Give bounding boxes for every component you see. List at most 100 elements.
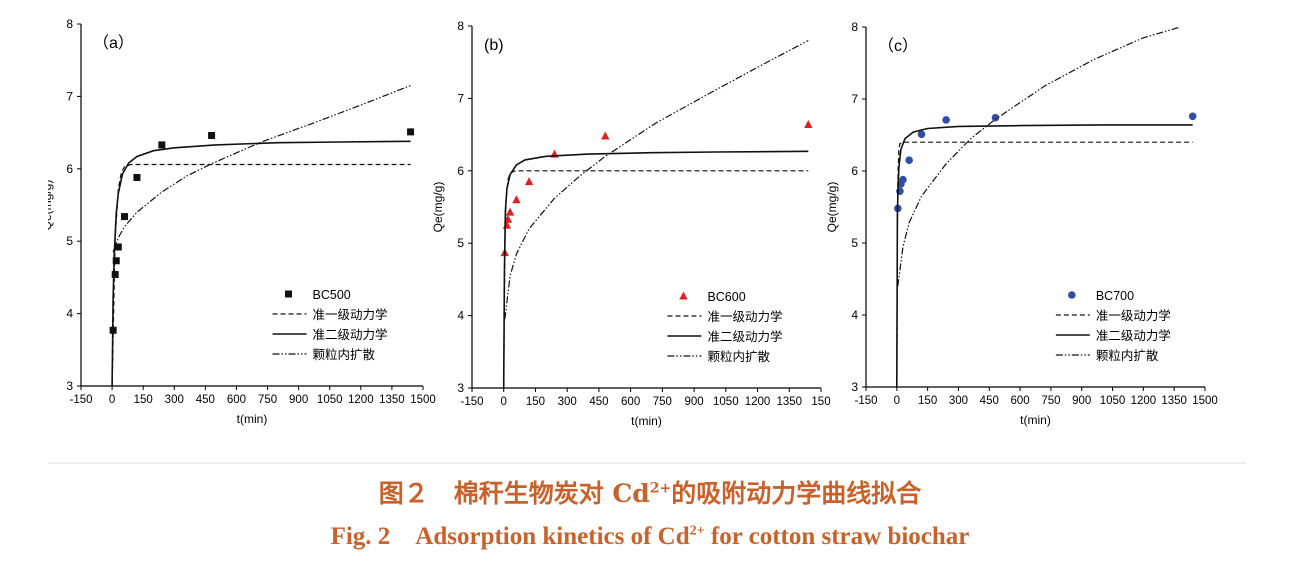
data-point bbox=[158, 141, 166, 149]
legend-label: 颗粒内扩散 bbox=[313, 347, 376, 362]
y-axis-label: Qe(mg/g) bbox=[48, 180, 54, 231]
x-tick-label: -150 bbox=[69, 394, 92, 406]
fit-line bbox=[897, 26, 1181, 287]
x-tick-label: 750 bbox=[258, 394, 277, 406]
x-tick-label: 450 bbox=[589, 396, 608, 408]
x-tick-label: 1050 bbox=[317, 394, 343, 406]
data-point bbox=[804, 119, 813, 128]
y-tick-label: 7 bbox=[851, 92, 858, 106]
y-tick-label: 8 bbox=[851, 20, 858, 34]
x-tick-label: 150 bbox=[811, 396, 830, 408]
x-tick-label: 1050 bbox=[713, 396, 739, 408]
caption-cn-prefix: 图２ 棉秆生物炭对 Cd bbox=[378, 479, 650, 508]
y-tick-label: 8 bbox=[66, 17, 73, 31]
x-tick-label: 600 bbox=[621, 396, 640, 408]
x-tick-label: 750 bbox=[653, 396, 672, 408]
panel-b: -150 0 150 300 450 600 750 900 1050 1200 1350 150 3 4… bbox=[431, 19, 831, 428]
y-tick-label: 3 bbox=[851, 380, 858, 394]
figure: -150 0 150 300 450 600 750 900 1050 1200 1350 1500 3… bbox=[40, 10, 1246, 464]
y-tick-label: 4 bbox=[66, 307, 73, 321]
x-tick-label: 300 bbox=[949, 395, 968, 407]
data-point bbox=[601, 131, 610, 140]
y-tick-label: 5 bbox=[66, 234, 73, 248]
x-tick-label: 1350 bbox=[379, 394, 405, 406]
legend-label: 颗粒内扩散 bbox=[707, 349, 770, 364]
y-axis-label: Qe(mg/g) bbox=[825, 182, 839, 233]
legend-label: 准二级动力学 bbox=[313, 327, 388, 342]
panel-label: （c） bbox=[878, 37, 918, 55]
caption-chinese: 图２ 棉秆生物炭对 Cd2+的吸附动力学曲线拟合 bbox=[0, 474, 1300, 510]
data-point bbox=[942, 116, 950, 124]
legend-label: BC700 bbox=[1096, 289, 1134, 303]
data-point bbox=[905, 156, 913, 164]
fit-line bbox=[895, 124, 1193, 388]
panel-label: （a） bbox=[93, 34, 134, 52]
legend-label: 准二级动力学 bbox=[707, 329, 782, 344]
x-tick-label: 0 bbox=[894, 395, 900, 407]
legend-label: 颗粒内扩散 bbox=[1096, 348, 1159, 363]
data-point bbox=[407, 128, 415, 136]
x-tick-label: 600 bbox=[1010, 395, 1029, 407]
legend-label: 准一级动力学 bbox=[707, 309, 782, 324]
x-tick-label: 900 bbox=[289, 394, 308, 406]
caption-english: Fig. 2 Adsorption kinetics of Cd2+ for c… bbox=[0, 516, 1300, 552]
x-tick-label: 600 bbox=[227, 394, 246, 406]
x-tick-label: 1200 bbox=[745, 396, 771, 408]
legend-label: 准一级动力学 bbox=[1096, 308, 1171, 323]
data-point bbox=[991, 113, 1000, 122]
panel-c: -150 0 150 300 450 600 750 900 1050 1200 1350 1500 3… bbox=[825, 20, 1218, 427]
panel-a: -150 0 150 300 450 600 750 900 1050 1200 1350 1500 3… bbox=[40, 17, 436, 426]
legend-label: 准二级动力学 bbox=[1096, 328, 1171, 343]
y-tick-label: 8 bbox=[457, 19, 464, 33]
fit-line bbox=[502, 150, 809, 389]
y-tick-label: 6 bbox=[66, 162, 73, 176]
data-point bbox=[133, 173, 141, 181]
data-point bbox=[505, 207, 515, 216]
x-tick-label: 300 bbox=[165, 394, 184, 406]
x-tick-label: -150 bbox=[460, 396, 483, 408]
caption-en-suffix: for cotton straw biochar bbox=[710, 523, 970, 550]
x-tick-label: 1200 bbox=[1131, 395, 1157, 407]
data-point bbox=[121, 213, 129, 221]
legend-marker bbox=[1068, 291, 1076, 299]
x-tick-label: 750 bbox=[1041, 395, 1060, 407]
data-point bbox=[512, 195, 521, 204]
x-axis-label: t(min) bbox=[1020, 413, 1051, 427]
y-tick-label: 5 bbox=[851, 236, 858, 250]
x-axis-label: t(min) bbox=[631, 414, 662, 428]
x-tick-label: 450 bbox=[196, 394, 215, 406]
x-tick-label: 900 bbox=[684, 396, 703, 408]
x-tick-label: 1200 bbox=[348, 394, 374, 406]
x-tick-label: 900 bbox=[1072, 395, 1091, 407]
data-point bbox=[114, 243, 122, 251]
x-tick-label: 1500 bbox=[1192, 395, 1218, 407]
x-tick-label: 1050 bbox=[1100, 395, 1126, 407]
legend-marker bbox=[285, 290, 293, 298]
x-tick-label: 0 bbox=[109, 394, 115, 406]
x-tick-label: 1350 bbox=[1161, 395, 1187, 407]
x-tick-label: -150 bbox=[854, 395, 877, 407]
y-tick-label: 4 bbox=[457, 309, 464, 323]
y-tick-label: 5 bbox=[457, 236, 464, 250]
x-tick-label: 1350 bbox=[776, 396, 802, 408]
x-tick-label: 150 bbox=[918, 395, 937, 407]
legend-label: BC500 bbox=[313, 288, 351, 302]
x-tick-label: 150 bbox=[526, 396, 545, 408]
y-tick-label: 3 bbox=[66, 379, 73, 393]
x-tick-label: 0 bbox=[501, 396, 507, 408]
caption-cn-suffix: 的吸附动力学曲线拟合 bbox=[671, 479, 922, 508]
y-tick-label: 7 bbox=[457, 91, 464, 105]
data-point bbox=[917, 130, 926, 139]
x-tick-label: 1500 bbox=[410, 394, 436, 406]
legend-label: BC600 bbox=[707, 290, 745, 304]
y-tick-label: 6 bbox=[851, 164, 858, 178]
caption-cn-superscript: 2+ bbox=[649, 480, 672, 497]
y-tick-label: 7 bbox=[66, 89, 73, 103]
legend-label: 准一级动力学 bbox=[313, 307, 388, 322]
panel-label: (b) bbox=[484, 37, 504, 54]
x-tick-label: 300 bbox=[558, 396, 577, 408]
figure-svg: -150 0 150 300 450 600 750 900 1050 1200 1350 15003… bbox=[40, 17, 1218, 428]
data-point bbox=[208, 131, 216, 139]
x-tick-label: 450 bbox=[980, 395, 999, 407]
fit-line bbox=[504, 39, 809, 320]
